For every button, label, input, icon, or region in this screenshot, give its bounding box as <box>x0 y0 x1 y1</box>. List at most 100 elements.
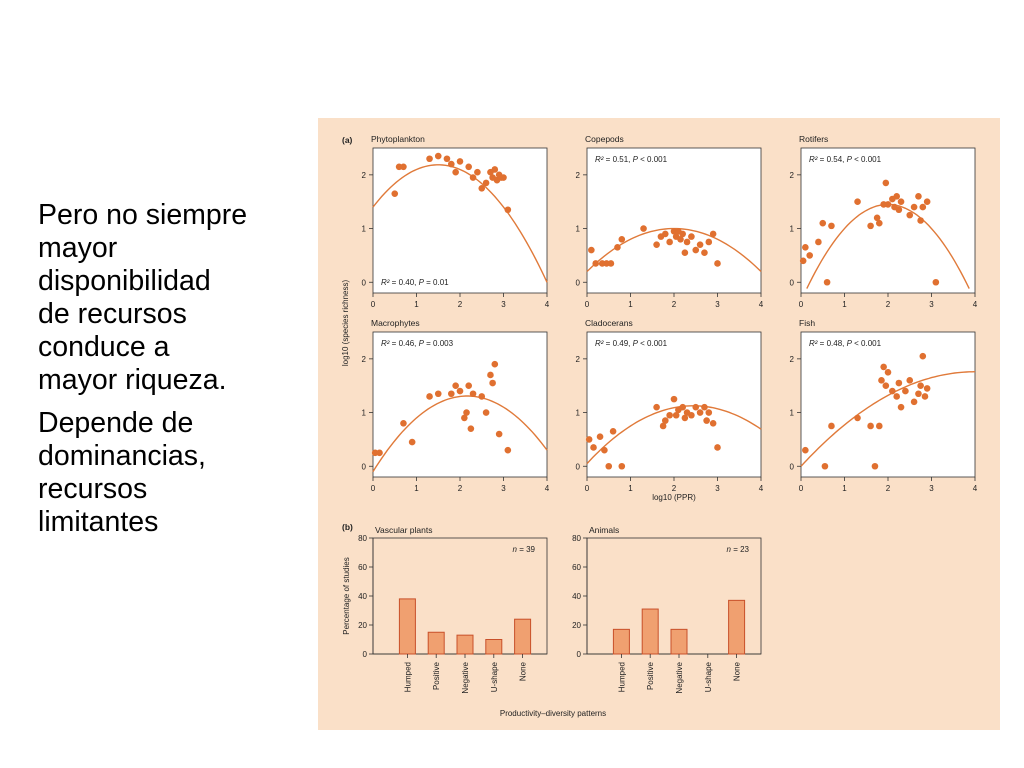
y-tick-label: 1 <box>576 409 581 418</box>
fit-curve <box>586 405 762 465</box>
data-point <box>463 409 470 416</box>
x-tick-label: U-shape <box>704 661 713 692</box>
data-point <box>705 238 713 246</box>
data-point <box>923 385 931 392</box>
data-point <box>504 446 512 454</box>
plot-area <box>372 147 548 294</box>
data-point <box>917 382 924 390</box>
figure-panel: 0 1 2 3 4 0 1 2 Phytoplankton R² = 0.40, P = 0.01… <box>318 118 1000 730</box>
x-tick-label: 2 <box>886 484 891 493</box>
x-tick-label: 4 <box>759 484 764 493</box>
slide-paragraph: Depende de dominancias, recursos limitan… <box>38 407 206 538</box>
x-tick-label: Negative <box>461 661 470 693</box>
scatter-panel: 0 1 2 3 4 0 1 2 Cladocerans <box>576 318 764 493</box>
panel-title: Phytoplankton <box>371 134 425 144</box>
data-point <box>906 377 914 384</box>
data-point <box>701 249 708 257</box>
axis-label-x: Productivity–diversity patterns <box>500 709 606 718</box>
plot-area <box>800 331 976 478</box>
x-tick-label: Positive <box>432 661 441 690</box>
data-point <box>592 260 599 267</box>
data-point <box>714 260 721 267</box>
data-point <box>681 249 689 257</box>
data-point <box>882 179 890 187</box>
data-point <box>585 436 593 443</box>
data-point <box>469 390 477 398</box>
data-point <box>618 235 626 243</box>
data-point <box>701 403 708 411</box>
panel-annotation: R² = 0.48, P < 0.001 <box>809 339 882 348</box>
data-point <box>828 222 835 230</box>
y-tick-label: 20 <box>358 621 367 630</box>
bar <box>514 618 532 655</box>
data-point <box>882 382 890 390</box>
x-tick-label: Positive <box>646 661 655 690</box>
scatter-panel: 0 1 2 3 4 0 1 2 Fish <box>790 318 978 493</box>
data-point <box>452 382 459 390</box>
y-tick-label: 1 <box>362 409 367 418</box>
y-tick-label: 2 <box>790 171 795 180</box>
panel-title: Rotifers <box>799 134 828 144</box>
data-point <box>688 233 695 240</box>
x-tick-label: Negative <box>675 661 684 693</box>
data-point <box>491 166 499 173</box>
data-point <box>819 219 827 227</box>
data-point <box>478 393 486 400</box>
x-tick-label: 1 <box>414 300 419 309</box>
data-point <box>452 168 459 176</box>
y-tick-label: 80 <box>572 534 581 543</box>
y-tick-label: 0 <box>576 278 581 287</box>
axis-label-y: Percentage of studies <box>342 557 351 634</box>
panel-label-a: (a) <box>342 135 353 145</box>
data-point <box>670 395 678 403</box>
data-point <box>653 241 660 248</box>
y-tick-label: 80 <box>358 534 367 543</box>
data-point <box>662 230 669 238</box>
x-tick-label: 1 <box>842 300 847 309</box>
data-point <box>672 411 680 419</box>
data-point <box>666 411 673 419</box>
axis-label-y: log10 (species richness) <box>341 280 350 367</box>
x-tick-label: 0 <box>585 484 590 493</box>
data-point <box>910 203 918 211</box>
data-point <box>854 198 861 206</box>
data-point <box>465 163 472 171</box>
data-point <box>821 462 829 470</box>
data-point <box>500 174 507 181</box>
data-point <box>487 371 494 379</box>
panel-annotation: R² = 0.40, P = 0.01 <box>381 278 449 287</box>
y-tick-label: 0 <box>362 462 367 471</box>
x-tick-label: 0 <box>371 300 376 309</box>
data-point <box>683 238 691 246</box>
y-tick-label: 40 <box>572 592 581 601</box>
data-point <box>482 409 490 416</box>
y-tick-label: 1 <box>362 225 367 234</box>
data-point <box>400 419 407 427</box>
data-point <box>915 193 922 200</box>
y-tick-label: 0 <box>790 462 795 471</box>
x-tick-label: 2 <box>672 300 677 309</box>
data-point <box>491 360 499 368</box>
data-point <box>601 446 608 454</box>
data-point <box>910 398 918 406</box>
scatter-panel: 0 1 2 3 4 0 1 2 Copepods <box>576 134 764 309</box>
bar <box>427 631 445 655</box>
data-point <box>884 201 892 208</box>
data-point <box>640 225 647 232</box>
data-point <box>876 219 883 227</box>
x-tick-label: 3 <box>501 484 506 493</box>
data-point <box>696 241 704 248</box>
x-tick-label: 4 <box>545 484 550 493</box>
data-point <box>391 190 399 197</box>
x-tick-label: 1 <box>414 484 419 493</box>
panel-label-b: (b) <box>342 522 353 532</box>
data-point <box>469 174 477 181</box>
data-point <box>426 155 433 163</box>
data-point <box>802 244 809 251</box>
y-tick-label: 0 <box>577 650 582 659</box>
bar <box>485 639 503 655</box>
plot-area <box>800 147 976 294</box>
plot-area <box>586 147 762 294</box>
data-point <box>688 411 695 419</box>
